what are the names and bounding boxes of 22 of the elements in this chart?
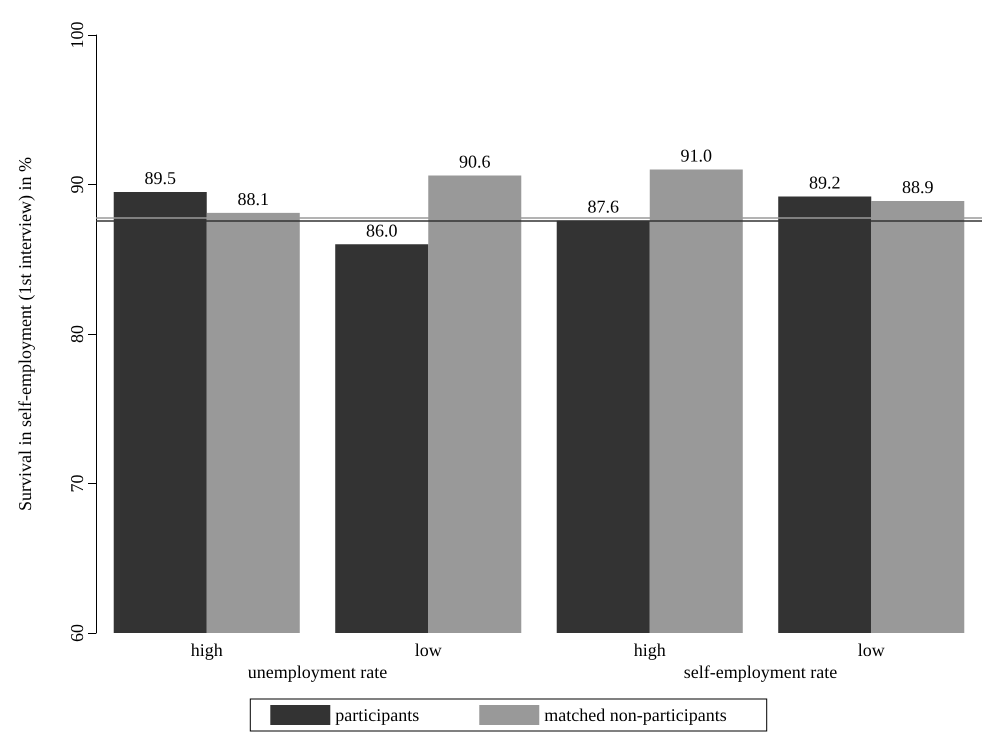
data-label: 88.9 <box>902 176 934 197</box>
data-label: 87.6 <box>587 196 619 216</box>
x-tick-label: high <box>634 640 666 660</box>
text: self-employment rate <box>684 662 838 682</box>
y-tick-label: 60 <box>67 624 87 642</box>
text: unemployment rate <box>248 662 388 682</box>
x-tick-label: low <box>414 640 442 660</box>
y-axis-title: Survival in self-employment (1st interview) in % <box>15 157 35 511</box>
y-tick-label: 90 <box>67 176 87 194</box>
data-label: 90.6 <box>459 152 491 172</box>
x-tick-label: low <box>858 640 885 660</box>
y-tick-label: 80 <box>67 325 87 343</box>
y-tick-label: 70 <box>67 474 87 492</box>
x-tick-label: high <box>190 640 223 660</box>
data-label: 88.1 <box>238 188 270 209</box>
legend-label: matched non-participants <box>544 705 727 725</box>
y-tick-label: 100 <box>67 22 87 48</box>
data-label: 91.0 <box>680 146 712 166</box>
data-label: 86.0 <box>366 220 398 240</box>
legend-label: participants <box>335 705 420 725</box>
data-label: 89.2 <box>808 172 840 192</box>
data-label: 89.5 <box>144 168 176 188</box>
